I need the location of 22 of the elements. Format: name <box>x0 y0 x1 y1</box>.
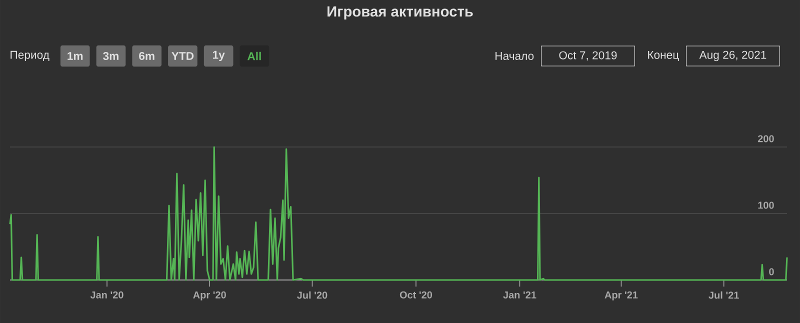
x-tick-label: Jan '21 <box>503 291 536 298</box>
x-tick-label: Apr '21 <box>604 291 638 300</box>
x-tick-label: Apr '20 <box>193 291 226 300</box>
x-tick-label: Oct '20 <box>400 291 432 298</box>
text: Oct 7, 2019 <box>559 51 617 61</box>
text: Aug 26, 2021 <box>699 50 766 62</box>
text: 1m <box>68 52 83 60</box>
text: Конец <box>648 50 679 62</box>
text: YTD <box>172 52 194 60</box>
y-tick-label: 200 <box>758 135 774 142</box>
y-tick-label: 100 <box>758 202 774 209</box>
text: 1y <box>212 50 225 62</box>
text: Начало <box>496 52 534 60</box>
y-tick-label: 0 <box>769 268 774 276</box>
text: Период <box>10 50 50 62</box>
chart-title: Игровая активность <box>328 6 473 20</box>
x-tick-label: Jan '20 <box>90 291 124 298</box>
text: All <box>247 52 261 60</box>
x-tick-label: Jul '21 <box>708 291 739 299</box>
text: 6m <box>139 52 154 60</box>
x-tick-label: Jul '20 <box>297 291 328 299</box>
text: 3m <box>103 52 118 60</box>
